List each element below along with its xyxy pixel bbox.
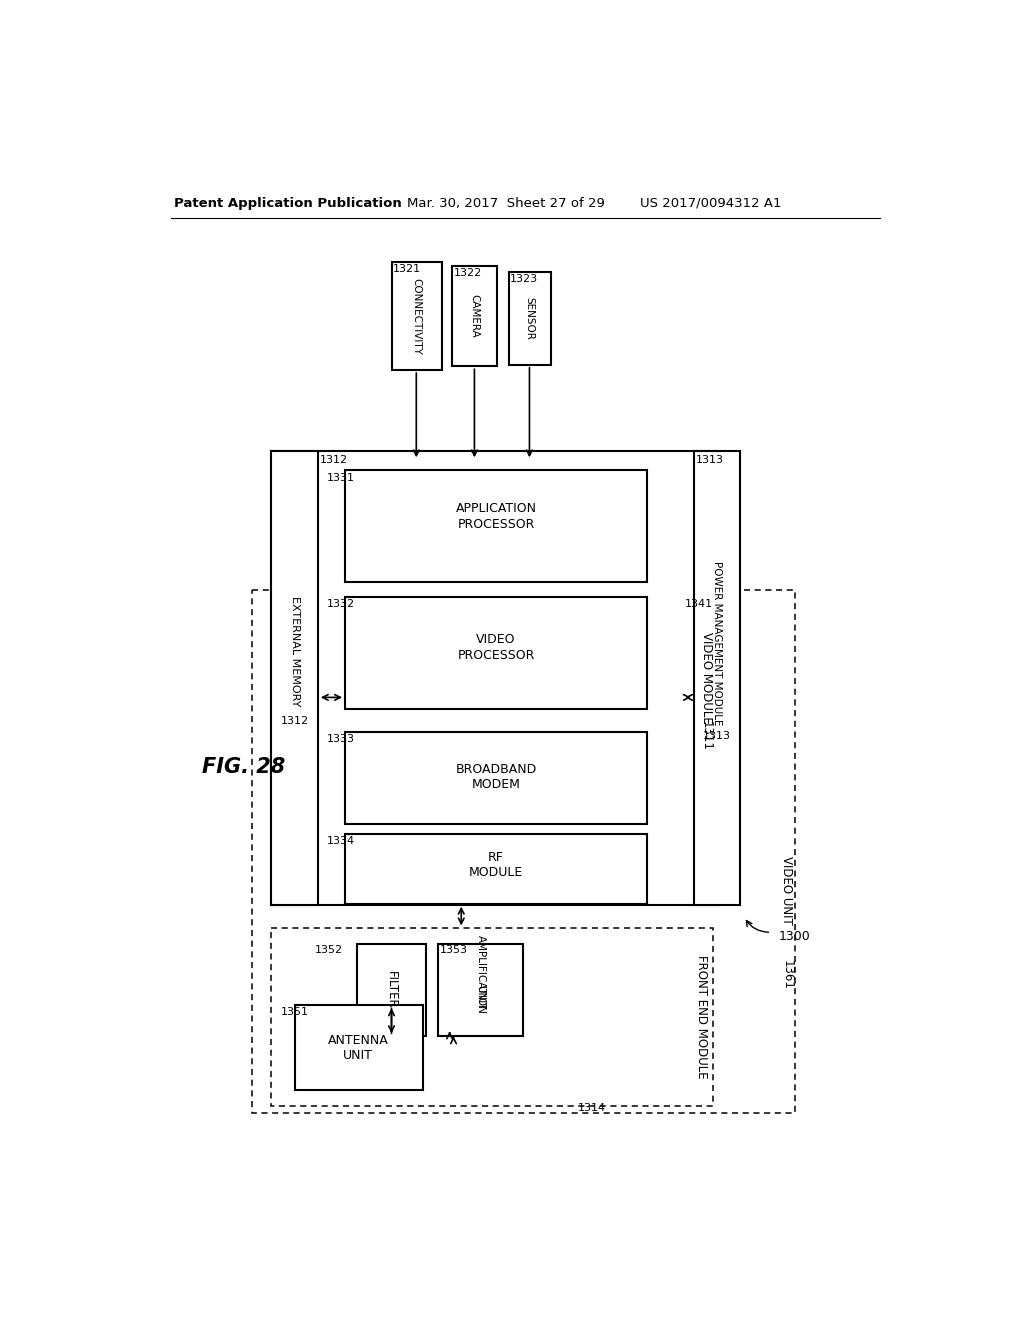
Text: PROCESSOR: PROCESSOR: [458, 517, 535, 531]
Text: 1353: 1353: [440, 945, 468, 956]
Bar: [252, 590, 795, 1113]
Text: VIDEO: VIDEO: [476, 634, 516, 647]
Text: 1312: 1312: [281, 715, 308, 726]
Text: BROADBAND: BROADBAND: [456, 763, 537, 776]
Bar: [438, 944, 523, 1036]
Text: SENSOR: SENSOR: [524, 297, 535, 341]
Bar: [345, 733, 647, 825]
Bar: [693, 451, 740, 906]
Text: VIDEO UNIT: VIDEO UNIT: [780, 855, 794, 924]
Text: 1331: 1331: [328, 473, 355, 483]
Text: 1332: 1332: [328, 599, 355, 609]
Bar: [509, 272, 551, 364]
Bar: [356, 944, 426, 1036]
Text: 1311: 1311: [699, 721, 713, 751]
Bar: [345, 834, 647, 904]
Text: 1351: 1351: [281, 1007, 308, 1016]
Text: 1352: 1352: [315, 945, 343, 956]
Bar: [295, 1006, 423, 1090]
Text: 1313: 1313: [703, 731, 731, 741]
Text: 1334: 1334: [328, 836, 355, 846]
Text: PROCESSOR: PROCESSOR: [458, 648, 535, 661]
Text: FILTER: FILTER: [385, 972, 398, 1008]
Text: APPLICATION: APPLICATION: [456, 502, 537, 515]
Text: 1333: 1333: [328, 734, 355, 743]
Bar: [271, 451, 717, 906]
Bar: [452, 267, 497, 367]
Text: VIDEO MODULE: VIDEO MODULE: [699, 632, 713, 725]
Text: MODEM: MODEM: [472, 777, 520, 791]
Text: RF: RF: [488, 851, 504, 865]
Text: US 2017/0094312 A1: US 2017/0094312 A1: [640, 197, 781, 210]
Text: Mar. 30, 2017  Sheet 27 of 29: Mar. 30, 2017 Sheet 27 of 29: [407, 197, 605, 210]
Text: 1341: 1341: [684, 599, 713, 609]
Text: EXTERNAL MEMORY: EXTERNAL MEMORY: [290, 597, 300, 706]
Text: Patent Application Publication: Patent Application Publication: [174, 197, 402, 210]
Text: 1361: 1361: [780, 960, 794, 990]
Text: MODULE: MODULE: [469, 866, 523, 879]
Text: 1314: 1314: [578, 1104, 605, 1113]
Text: POWER MANAGEMENT MODULE: POWER MANAGEMENT MODULE: [712, 561, 722, 726]
Text: 1313: 1313: [696, 455, 724, 465]
Text: UNIT: UNIT: [475, 986, 485, 1010]
Text: CONNECTIVITY: CONNECTIVITY: [412, 277, 421, 355]
Text: 1321: 1321: [393, 264, 421, 273]
Text: 1322: 1322: [454, 268, 481, 277]
Text: 1312: 1312: [321, 455, 348, 465]
Text: CAMERA: CAMERA: [469, 294, 479, 338]
Bar: [271, 451, 317, 906]
Text: FIG. 28: FIG. 28: [202, 756, 285, 776]
Text: FRONT END MODULE: FRONT END MODULE: [695, 956, 708, 1078]
Bar: [391, 263, 442, 370]
Text: UNIT: UNIT: [343, 1049, 373, 1063]
Bar: [345, 597, 647, 709]
Text: 1300: 1300: [779, 929, 811, 942]
Text: ANTENNA: ANTENNA: [328, 1034, 388, 1047]
Bar: [345, 470, 647, 582]
Text: AMPLIFICATION: AMPLIFICATION: [475, 935, 485, 1014]
Bar: [326, 459, 682, 721]
Bar: [271, 928, 713, 1105]
Text: 1323: 1323: [510, 275, 539, 284]
